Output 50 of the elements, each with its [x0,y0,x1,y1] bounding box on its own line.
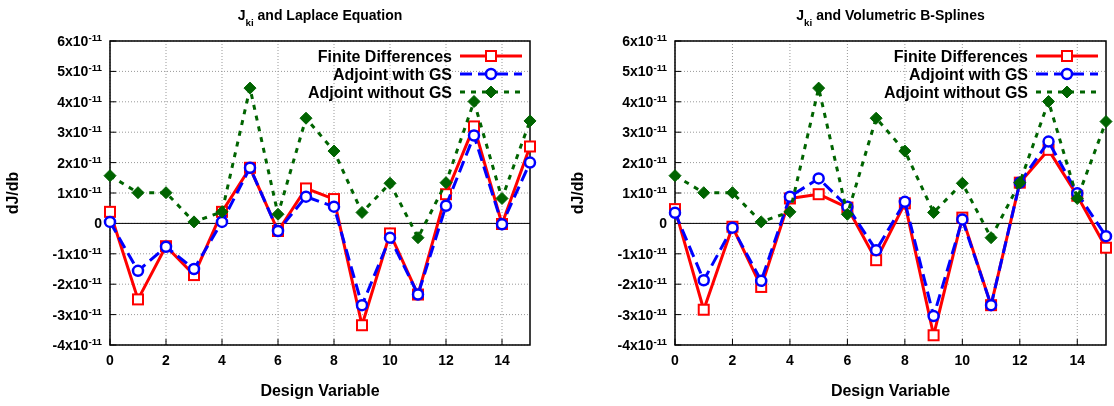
y-tick-label: -4x10$^{-11}$ [52,335,103,353]
y-axis-title: dJ/db [4,171,21,215]
legend-label: Adjoint without GS [884,83,1029,101]
y-tick-label: 6x10$^{-11}$ [57,31,103,49]
y-tick-label: 5x10$^{-11}$ [622,61,668,80]
x-tick-label: 4 [218,352,227,368]
legend-label: Finite Differences [893,47,1029,65]
x-tick-label: 12 [1012,352,1028,368]
y-tick-label: 3x10$^{-11}$ [57,122,103,141]
y-tick-label: 5x10$^{-11}$ [57,61,103,80]
legend-label: Adjoint with GS [908,65,1029,83]
legend-label: Adjoint without GS [308,83,453,101]
y-axis-title: dJ/db [569,171,586,215]
legend-label: Adjoint with GS [332,65,453,83]
y-tick-label: 1x10$^{-11}$ [57,183,103,201]
chart-title: J$_{ki}$ and Laplace Equation [237,7,403,28]
x-axis-title: Design Variable [830,382,951,399]
x-tick-label: 2 [728,352,737,368]
y-tick-label: -2x10$^{-11}$ [617,274,668,293]
y-tick-label: -3x10$^{-11}$ [52,305,103,323]
x-tick-label: 0 [106,352,115,368]
y-tick-label: -2x10$^{-11}$ [52,274,103,293]
x-tick-label: 10 [382,352,398,368]
y-tick-label: -1x10$^{-11}$ [617,244,668,262]
y-tick-label: 2x10$^{-11}$ [57,153,103,171]
y-tick-label: 1x10$^{-11}$ [622,183,668,201]
y-tick-label: -4x10$^{-11}$ [617,335,668,353]
x-tick-label: 14 [1069,352,1086,368]
x-tick-label: 2 [162,352,171,368]
legend-label: Finite Differences [317,47,453,65]
x-tick-label: 14 [494,352,510,368]
y-tick-label: 0 [94,215,103,232]
y-tick-label: 4x10$^{-11}$ [57,92,103,110]
y-tick-label: 3x10$^{-11}$ [622,122,668,141]
x-tick-label: 4 [786,352,795,368]
x-axis-title: Design Variable [260,382,380,399]
y-tick-label: 4x10$^{-11}$ [622,92,668,110]
y-tick-label: -1x10$^{-11}$ [52,244,103,262]
y-tick-label: -3x10$^{-11}$ [617,305,668,323]
chart-title: J$_{ki}$ and Volumetric B-Splines [796,7,985,28]
y-tick-label: 6x10$^{-11}$ [622,31,668,49]
x-tick-label: 10 [954,352,971,368]
x-tick-label: 12 [438,352,454,368]
x-tick-label: 8 [330,352,339,368]
x-tick-label: 0 [671,352,680,368]
y-tick-label: 2x10$^{-11}$ [622,153,668,171]
y-tick-label: 0 [659,215,668,232]
x-tick-label: 6 [274,352,283,368]
x-tick-label: 8 [900,352,909,368]
x-tick-label: 6 [843,352,852,368]
